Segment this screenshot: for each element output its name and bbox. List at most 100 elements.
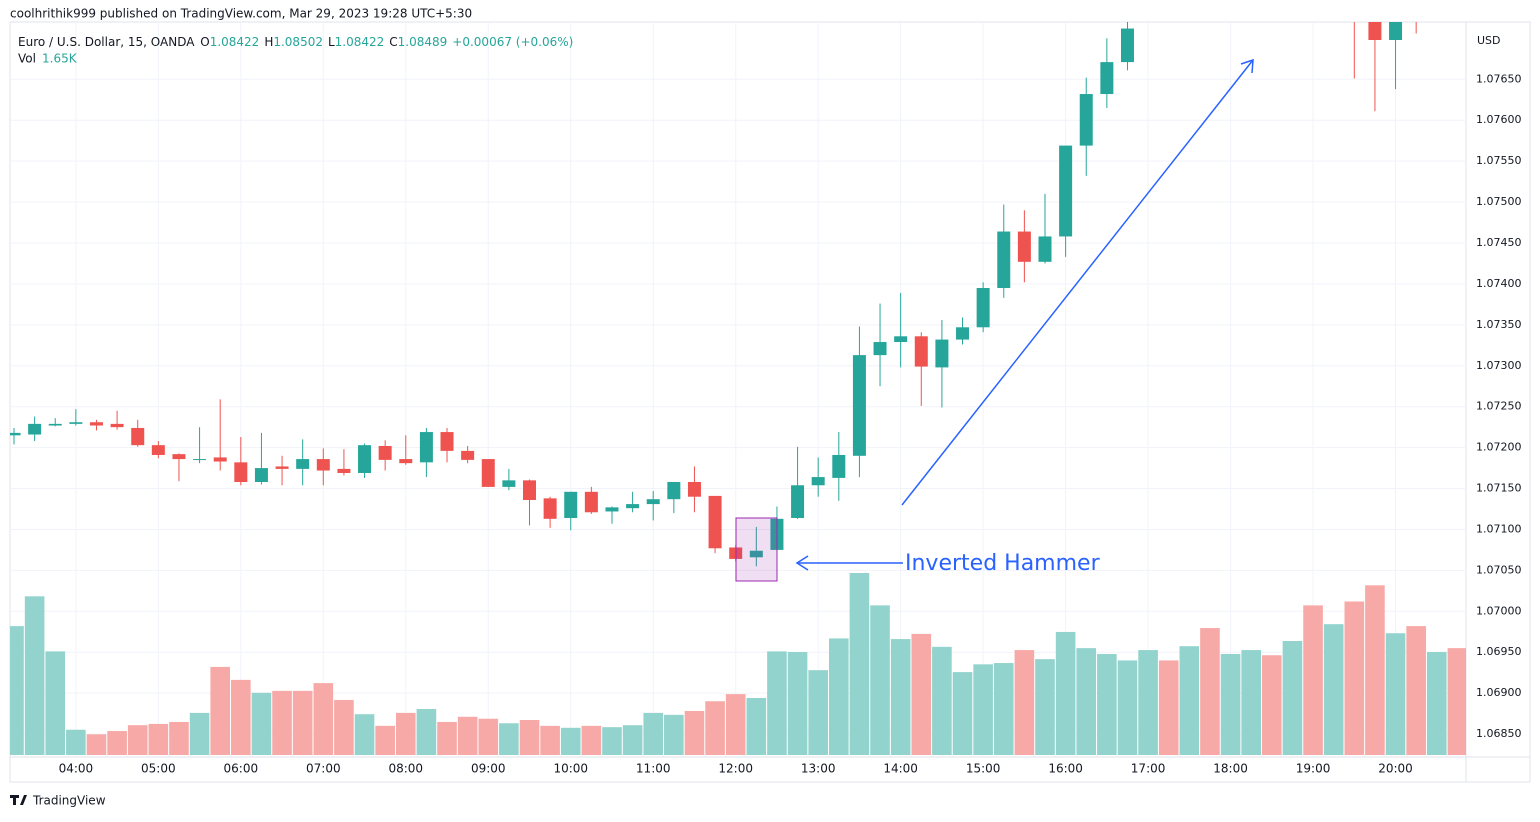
volume-value: 1.65K xyxy=(42,52,78,66)
brand-name: TradingView xyxy=(32,794,106,808)
y-tick-label: 1.07500 xyxy=(1476,195,1522,208)
x-tick-label: 19:00 xyxy=(1296,762,1331,776)
candle-body xyxy=(1348,10,1361,18)
legend-key: H xyxy=(264,35,273,49)
volume-bar xyxy=(1426,652,1447,755)
candle-body xyxy=(461,450,475,460)
candle-body xyxy=(1079,94,1093,146)
candle-body xyxy=(1017,231,1031,262)
x-tick-label: 06:00 xyxy=(224,762,259,776)
volume-bar xyxy=(993,663,1014,755)
volume-bar xyxy=(1406,626,1426,755)
volume-bar xyxy=(1365,585,1385,755)
legend-key: L xyxy=(328,35,335,49)
volume-bar xyxy=(1447,648,1466,755)
volume-bar xyxy=(952,672,973,755)
x-tick-label: 11:00 xyxy=(636,762,671,776)
volume-bar xyxy=(643,712,664,755)
highlight-box xyxy=(735,517,778,582)
candle-body xyxy=(399,459,413,464)
volume-bar xyxy=(519,720,540,755)
candles xyxy=(10,10,1423,567)
volume-bar xyxy=(560,727,581,755)
publish-header: coolhrithik999 published on TradingView.… xyxy=(10,7,472,21)
candle-body xyxy=(48,423,62,426)
y-tick-label: 1.07650 xyxy=(1476,72,1522,85)
volume-bar xyxy=(86,734,107,755)
candle-body xyxy=(234,462,248,482)
candle-body xyxy=(1038,236,1052,262)
volume-bar xyxy=(148,723,169,755)
volume-bar xyxy=(1241,650,1261,755)
x-tick-label: 17:00 xyxy=(1131,762,1166,776)
volume-key: Vol xyxy=(18,52,36,66)
volume-bar xyxy=(107,731,127,755)
volume-bar xyxy=(1323,624,1344,755)
x-tick-label: 13:00 xyxy=(801,762,836,776)
candle-body xyxy=(894,336,908,343)
candle-body xyxy=(646,499,660,505)
candle-body xyxy=(873,342,887,356)
volume-bar xyxy=(169,721,189,755)
candle-body xyxy=(69,422,83,424)
legend-change: +0.00067 (+0.06%) xyxy=(452,35,573,49)
volume-bar xyxy=(890,639,911,755)
x-tick-label: 16:00 xyxy=(1048,762,1083,776)
volume-bar xyxy=(478,718,499,755)
annotation-text: Inverted Hammer xyxy=(905,551,1101,576)
volume-bar xyxy=(829,638,849,755)
volume-bar xyxy=(973,664,993,755)
volume-bar xyxy=(1262,655,1282,755)
legend-value: 1.08422 xyxy=(210,35,260,49)
candle-body xyxy=(811,477,825,486)
volume-bar xyxy=(581,725,602,755)
candle-body xyxy=(914,336,928,367)
candle-body xyxy=(337,468,351,473)
volume-bar xyxy=(375,725,395,755)
volume-bar xyxy=(787,652,808,755)
volume-bar xyxy=(911,633,932,755)
y-tick-label: 1.06850 xyxy=(1476,727,1522,740)
candle-body xyxy=(110,423,124,428)
volume-bar xyxy=(808,670,828,755)
volume-bar xyxy=(705,701,725,755)
y-tick-label: 1.06900 xyxy=(1476,686,1522,699)
symbol-name: Euro / U.S. Dollar, 15, OANDA xyxy=(18,35,195,49)
candle-body xyxy=(605,507,619,512)
candle-body xyxy=(687,481,701,497)
y-tick-label: 1.07400 xyxy=(1476,277,1522,290)
volume-bar xyxy=(725,694,746,755)
y-tick-label: 1.07600 xyxy=(1476,113,1522,126)
x-tick-label: 12:00 xyxy=(718,762,753,776)
legend-value: 1.08489 xyxy=(398,35,448,49)
candle-body xyxy=(502,480,516,487)
candle-body xyxy=(419,432,433,463)
y-tick-label: 1.07250 xyxy=(1476,400,1522,413)
x-tick-label: 07:00 xyxy=(306,762,341,776)
volume-bar xyxy=(1138,650,1158,755)
candle-body xyxy=(667,481,681,500)
candle-body xyxy=(935,339,949,368)
volume-bar xyxy=(354,714,375,755)
candle-body xyxy=(296,459,310,469)
candle-body xyxy=(254,468,268,482)
volume-bar xyxy=(499,723,519,755)
candle-body xyxy=(708,495,722,549)
volume-bar xyxy=(767,651,787,755)
candle-body xyxy=(378,445,392,460)
annotation-arrow xyxy=(795,58,1254,571)
candle-body xyxy=(1389,22,1403,41)
volume-bar xyxy=(24,596,45,755)
candle-body xyxy=(440,432,454,451)
volume-bar xyxy=(292,690,313,755)
candle-body xyxy=(564,491,578,519)
candle-body xyxy=(213,457,227,462)
candle-body xyxy=(1410,14,1423,19)
volume-bar xyxy=(1200,628,1220,755)
axes: 1.06850 1.06900 1.06950 1.07000 1.07050 1.071… xyxy=(59,72,1522,775)
candle-body xyxy=(131,427,145,446)
y-tick-label: 1.07200 xyxy=(1476,441,1522,454)
y-tick-label: 1.07350 xyxy=(1476,318,1522,331)
brand-logo xyxy=(10,795,27,805)
volume-bar xyxy=(66,729,86,755)
